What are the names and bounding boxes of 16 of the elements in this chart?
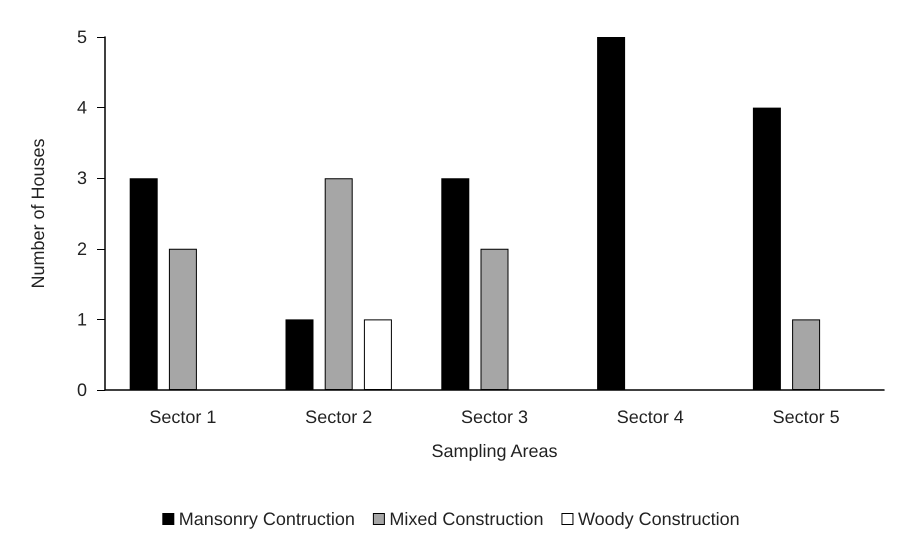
y-axis-title: Number of Houses bbox=[28, 138, 48, 289]
x-tick-label: Sector 1 bbox=[149, 407, 216, 427]
y-tick-label: 1 bbox=[76, 309, 87, 330]
legend-label: Woody Construction bbox=[578, 509, 740, 529]
x-tick-label: Sector 3 bbox=[460, 407, 528, 427]
x-tick-label: Sector 5 bbox=[772, 407, 840, 427]
y-tick-label: 4 bbox=[76, 98, 87, 118]
legend-label: Mansonry Contruction bbox=[178, 509, 355, 529]
x-tick-label: Sector 4 bbox=[616, 407, 684, 427]
x-tick-label: Sector 2 bbox=[305, 407, 372, 427]
x-axis-title: Sampling Areas bbox=[431, 441, 558, 461]
y-tick-label: 5 bbox=[76, 27, 87, 47]
y-tick-label: 0 bbox=[76, 380, 87, 400]
y-tick-label: 3 bbox=[76, 168, 87, 188]
y-tick-label: 2 bbox=[76, 238, 87, 259]
legend-label: Mixed Construction bbox=[389, 509, 544, 529]
